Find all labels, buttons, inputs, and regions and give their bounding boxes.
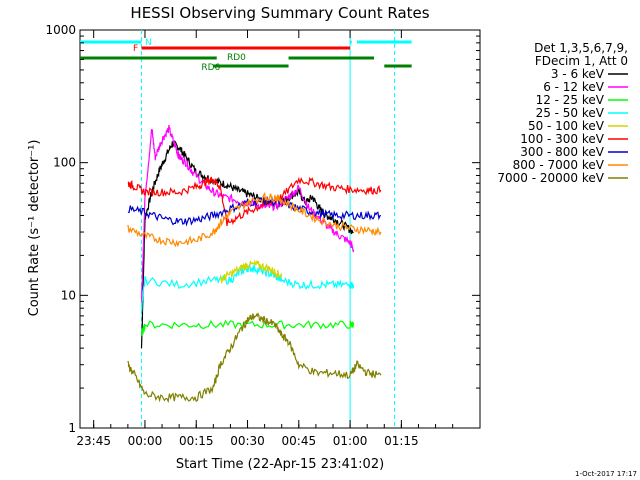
footer-date: 1-Oct-2017 17:17 xyxy=(575,470,637,478)
series-line-3 xyxy=(140,263,355,313)
y-tick-label: 1000 xyxy=(45,23,76,37)
y-tick-label: 100 xyxy=(53,156,76,170)
chart-title: HESSI Observing Summary Count Rates xyxy=(130,4,429,22)
legend-entry-label: 100 - 300 keV xyxy=(520,132,604,146)
legend-entry-label: 12 - 25 keV xyxy=(536,93,605,107)
y-axis-label: Count Rate (s⁻¹ detector⁻¹) xyxy=(27,140,42,317)
x-tick-label: 01:15 xyxy=(384,434,419,448)
x-axis-ticks: 23:45 00:00 00:15 00:30 00:45 01:00 01:15 xyxy=(76,30,454,448)
series-line-6 xyxy=(127,195,382,227)
legend-entry-label: 800 - 7000 keV xyxy=(513,158,605,172)
legend-title: Det 1,3,5,6,7,9, xyxy=(534,41,628,55)
x-tick-label: 23:45 xyxy=(76,434,111,448)
flag-bars: NF RD0 RD6 xyxy=(80,38,412,73)
x-tick-label: 00:45 xyxy=(282,434,317,448)
legend-entry-label: 50 - 100 keV xyxy=(528,119,605,133)
flag-label-n: N xyxy=(145,38,152,48)
plot-frame xyxy=(79,29,481,429)
legend-entry-label: 300 - 800 keV xyxy=(520,145,604,159)
flag-label-rd0: RD0 xyxy=(227,53,246,63)
y-axis-ticks: 1 10 100 1000 xyxy=(45,23,480,435)
legend: Det 1,3,5,6,7,9,FDecim 1, Att 03 - 6 keV… xyxy=(497,41,628,185)
legend-entry-label: 6 - 12 keV xyxy=(543,80,605,94)
series-line-5 xyxy=(127,176,382,226)
y-tick-label: 10 xyxy=(61,288,76,302)
series-line-4 xyxy=(219,259,283,284)
legend-entry-label: 3 - 6 keV xyxy=(551,67,605,81)
legend-title: FDecim 1, Att 0 xyxy=(535,54,628,68)
series-line-8 xyxy=(127,312,382,404)
series-line-0 xyxy=(140,140,354,349)
flag-label-f: F xyxy=(133,44,138,54)
legend-entry-label: 7000 - 20000 keV xyxy=(497,171,604,185)
x-tick-label: 00:30 xyxy=(230,434,265,448)
x-axis-label: Start Time (22-Apr-15 23:41:02) xyxy=(176,457,384,472)
legend-entry-label: 25 - 50 keV xyxy=(536,106,605,120)
x-tick-label: 01:00 xyxy=(333,434,368,448)
x-tick-label: 00:00 xyxy=(128,434,163,448)
plot-area xyxy=(79,29,481,429)
y-tick-label: 1 xyxy=(68,421,76,435)
x-tick-label: 00:15 xyxy=(179,434,214,448)
flag-label-rd6: RD6 xyxy=(201,63,220,73)
series-line-7 xyxy=(127,191,382,248)
